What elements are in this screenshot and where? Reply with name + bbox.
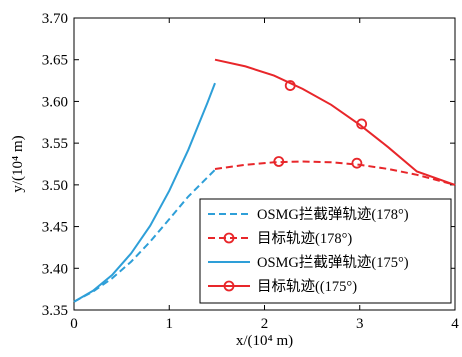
y-tick-label: 3.35 <box>42 303 68 319</box>
series-marker-3 <box>284 80 296 91</box>
legend: OSMG拦截弹轨迹(178°) 目标轨迹(178°) OSMG拦截弹轨迹(175°)… <box>199 198 452 304</box>
series-marker-3 <box>356 118 368 130</box>
series-line-1 <box>214 160 456 186</box>
x-tick-label: 2 <box>261 316 269 332</box>
y-tick-label: 3.70 <box>42 11 68 27</box>
legend-label-3: 目标轨迹((175°) <box>257 278 357 295</box>
legend-label-1: 目标轨迹(178°) <box>257 230 352 247</box>
legend-marker-3 <box>223 280 235 292</box>
x-tick-label: 0 <box>70 316 78 332</box>
y-tick-label: 3.50 <box>42 178 68 194</box>
series-layer <box>73 58 456 303</box>
series-marker-1 <box>351 157 363 169</box>
series-line-2 <box>73 82 216 303</box>
series-line-0 <box>73 169 216 303</box>
legend-marker-1 <box>223 232 235 244</box>
x-axis-label: x/(10⁴ m) <box>236 333 293 349</box>
y-tick-label: 3.45 <box>42 220 68 236</box>
x-tick-label: 4 <box>451 316 459 332</box>
series-line-3 <box>214 58 456 186</box>
legend-label-0: OSMG拦截弹轨迹(178°) <box>257 206 409 223</box>
x-tick-label: 3 <box>356 316 364 332</box>
legend-label-2: OSMG拦截弹轨迹(175°) <box>257 254 409 271</box>
y-tick-label: 3.55 <box>42 136 68 152</box>
y-tick-label: 3.60 <box>42 94 68 110</box>
y-tick-label: 3.65 <box>42 53 68 69</box>
series-marker-1 <box>273 156 285 167</box>
x-tick-label: 1 <box>166 316 174 332</box>
axes: 0 1 2 3 4 3.35 3.40 3.45 3.50 3.55 3.60 3.65 3.70 <box>42 11 460 332</box>
y-axis-label: y/(10⁴ m) <box>10 135 26 192</box>
y-tick-label: 3.40 <box>42 261 68 277</box>
